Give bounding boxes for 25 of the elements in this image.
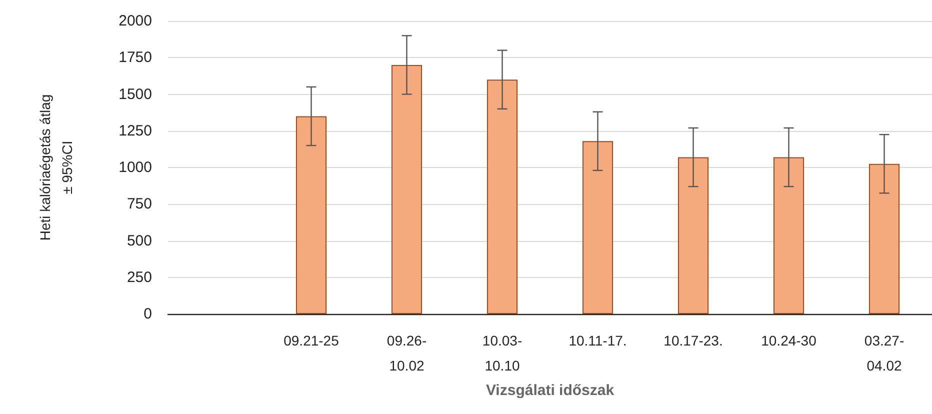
x-tick-label: 10.17-23. [664, 332, 723, 348]
y-tick-label: 750 [126, 196, 152, 213]
x-tick-label: 10.11-17. [568, 332, 627, 348]
x-tick-label: 09.21-25 [284, 332, 340, 348]
x-tick-label: 03.27-04.02 [864, 332, 904, 374]
bar [486, 80, 518, 314]
y-tick-label: 1750 [118, 49, 152, 66]
bar [773, 157, 804, 314]
x-tick-label: 10.03-10.10 [482, 332, 522, 374]
y-tick-label: 500 [126, 232, 152, 250]
y-tick-label: 1000 [118, 159, 152, 176]
bar [582, 141, 614, 314]
y-axis-title: Heti kalóriaégetás átlag ± 95%CI [37, 94, 75, 241]
bar [678, 157, 709, 314]
x-tick-label: 09.26-10.02 [386, 332, 427, 374]
y-tick-label: 250 [126, 268, 152, 286]
y-tick-label: 2000 [118, 12, 152, 30]
y-tick-label: 1250 [118, 122, 152, 140]
bar [391, 64, 422, 314]
bar [296, 116, 327, 314]
y-tick-label: 1500 [118, 86, 152, 103]
y-tick-label: 0 [144, 306, 152, 322]
x-axis-title: Vizsgálati időszak [486, 382, 615, 399]
x-tick-label: 10.24-30 [761, 332, 817, 348]
bar [868, 164, 900, 314]
